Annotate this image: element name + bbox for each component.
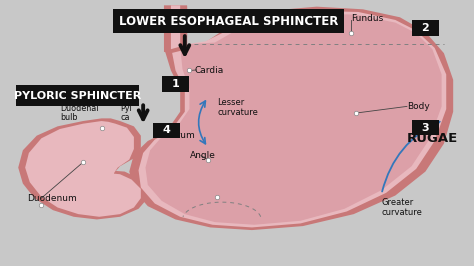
PathPatch shape [138, 7, 446, 227]
Text: Antrum: Antrum [162, 131, 195, 140]
Text: Duodenal
bulb: Duodenal bulb [60, 104, 99, 122]
Text: 1: 1 [172, 79, 180, 89]
Text: LOWER ESOPHAGEAL SPHINCTER: LOWER ESOPHAGEAL SPHINCTER [119, 15, 338, 28]
Text: Cardia: Cardia [194, 66, 223, 75]
PathPatch shape [164, 5, 187, 53]
FancyBboxPatch shape [162, 76, 189, 92]
Text: Angle: Angle [190, 151, 215, 160]
FancyBboxPatch shape [412, 120, 439, 135]
Text: RUGAE: RUGAE [407, 132, 458, 145]
Text: 3: 3 [421, 123, 429, 133]
FancyBboxPatch shape [412, 20, 439, 36]
Text: Greater
curvature: Greater curvature [382, 198, 422, 217]
PathPatch shape [171, 5, 180, 49]
FancyBboxPatch shape [113, 9, 345, 33]
Text: Fundus: Fundus [351, 14, 383, 23]
FancyBboxPatch shape [153, 123, 180, 138]
Text: Lesser
curvature: Lesser curvature [217, 98, 258, 117]
PathPatch shape [129, 7, 453, 230]
Text: 4: 4 [163, 125, 170, 135]
Text: PYLORIC SPHINCTER: PYLORIC SPHINCTER [14, 91, 141, 101]
PathPatch shape [18, 118, 148, 219]
PathPatch shape [146, 13, 442, 225]
Text: Duodenum: Duodenum [27, 194, 77, 203]
FancyBboxPatch shape [16, 85, 138, 106]
Text: 2: 2 [421, 23, 429, 33]
Text: Pyl
ca: Pyl ca [120, 104, 132, 122]
PathPatch shape [25, 121, 141, 217]
Text: Body: Body [407, 102, 429, 111]
